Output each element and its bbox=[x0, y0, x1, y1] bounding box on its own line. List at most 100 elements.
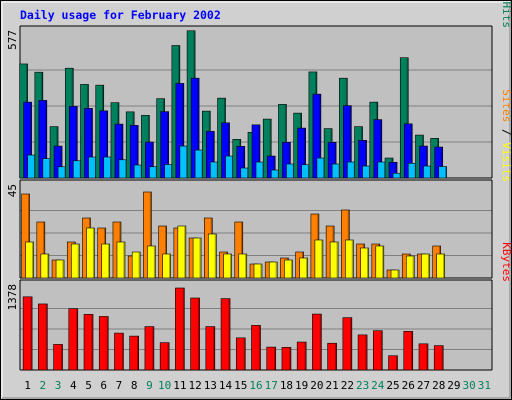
bar-kbytes-day-22-body bbox=[342, 317, 353, 371]
bar-kbytes-day-4-shade bbox=[76, 309, 78, 370]
bar-visits-day-18 bbox=[284, 259, 293, 279]
bar-visits-day-24-shade bbox=[382, 246, 384, 278]
legend-hits: Hits bbox=[500, 2, 512, 29]
bar-sites-day-9-shade bbox=[149, 192, 152, 278]
bar-kbytes-day-18 bbox=[281, 347, 292, 371]
bar-visits-day-17-body bbox=[268, 261, 278, 279]
day-label-23: 23 bbox=[356, 379, 369, 392]
bar-files-day-21-shade bbox=[334, 142, 336, 178]
bar-visits-day-22 bbox=[345, 239, 354, 279]
bar-visits-day-3-body bbox=[55, 259, 65, 279]
bar-kbytes-day-26 bbox=[403, 331, 414, 371]
bar-kbytes-day-6 bbox=[98, 316, 109, 371]
bar-visits-day-25-body bbox=[390, 269, 400, 279]
bar-kbytes-day-28-shade bbox=[441, 346, 443, 370]
day-label-7: 7 bbox=[116, 379, 123, 392]
bar-kbytes-day-13-body bbox=[205, 326, 216, 371]
bar-pages-day-18 bbox=[286, 163, 295, 179]
bar-kbytes-day-16-shade bbox=[258, 325, 261, 370]
bar-files-day-24-shade bbox=[380, 120, 382, 178]
bar-kbytes-day-9 bbox=[144, 326, 155, 371]
bar-pages-day-25 bbox=[392, 172, 402, 179]
bar-visits-day-19-body bbox=[299, 257, 308, 279]
bar-visits-day-19 bbox=[299, 257, 308, 279]
bar-kbytes-day-19 bbox=[296, 341, 307, 371]
chart-title: Daily usage for February 2002 bbox=[20, 8, 221, 22]
day-label-9: 9 bbox=[146, 379, 153, 392]
bar-visits-day-9 bbox=[147, 245, 156, 279]
bar-kbytes-day-9-body bbox=[144, 326, 155, 371]
bar-pages-day-28 bbox=[438, 166, 448, 179]
bar-kbytes-day-2 bbox=[38, 303, 48, 371]
bar-kbytes-day-11-body bbox=[175, 287, 185, 371]
bar-kbytes-day-18-shade bbox=[289, 347, 291, 370]
bar-kbytes-day-23-shade bbox=[365, 335, 367, 370]
bar-pages-day-17 bbox=[270, 169, 280, 179]
bar-visits-day-5 bbox=[86, 227, 95, 279]
bar-pages-day-27 bbox=[423, 165, 432, 179]
bar-visits-day-2-body bbox=[40, 253, 50, 279]
bar-pages-day-24 bbox=[377, 161, 387, 179]
bar-kbytes-day-5-body bbox=[83, 314, 94, 371]
bar-pages-day-3 bbox=[57, 166, 67, 179]
bar-visits-day-2-shade bbox=[47, 254, 49, 278]
bar-kbytes-day-8-shade bbox=[137, 336, 139, 370]
bar-visits-day-12-shade bbox=[199, 238, 201, 278]
bar-visits-day-25 bbox=[390, 269, 400, 279]
bar-pages-day-14 bbox=[225, 155, 234, 179]
bar-visits-day-11-body bbox=[177, 225, 187, 279]
max-value-label: 577 bbox=[6, 30, 19, 50]
bar-kbytes-day-10-shade bbox=[167, 343, 169, 370]
bar-kbytes-day-6-body bbox=[98, 316, 109, 371]
bar-visits-day-22-shade bbox=[351, 240, 354, 278]
bar-visits-day-17 bbox=[268, 261, 278, 279]
bar-visits-day-6-shade bbox=[108, 244, 110, 278]
bar-visits-day-13-body bbox=[208, 233, 217, 279]
day-label-10: 10 bbox=[158, 379, 171, 392]
bar-visits-day-18-body bbox=[284, 259, 293, 279]
bar-kbytes-day-1-body bbox=[22, 296, 33, 371]
bar-pages-day-16 bbox=[255, 161, 265, 179]
bar-kbytes-day-25-shade bbox=[395, 356, 398, 370]
day-label-2: 2 bbox=[40, 379, 47, 392]
bar-kbytes-day-7 bbox=[114, 332, 124, 371]
bar-kbytes-day-24-shade bbox=[380, 331, 383, 370]
panel-legend: Pages / Files / Hits bbox=[500, 0, 512, 28]
bar-kbytes-day-8 bbox=[129, 335, 139, 371]
bar-visits-day-27-shade bbox=[427, 254, 430, 278]
bar-kbytes-day-25-body bbox=[388, 355, 398, 371]
bar-kbytes-day-7-body bbox=[114, 332, 124, 371]
bar-kbytes-day-15 bbox=[235, 337, 246, 371]
legend-kbytes: KBytes bbox=[500, 242, 512, 282]
bar-pages-day-28-body bbox=[438, 166, 448, 179]
bar-visits-day-1-body bbox=[25, 241, 34, 279]
bar-files-day-16-shade bbox=[258, 125, 260, 178]
bar-visits-day-1 bbox=[25, 241, 34, 279]
bar-kbytes-day-14 bbox=[220, 298, 231, 371]
bar-kbytes-day-24-body bbox=[373, 330, 383, 371]
bar-visits-day-2 bbox=[40, 253, 50, 279]
bar-pages-day-21 bbox=[331, 163, 341, 179]
bar-files-day-1-shade bbox=[30, 102, 32, 178]
bar-visits-day-21-shade bbox=[336, 242, 338, 278]
bar-visits-day-23-body bbox=[360, 247, 369, 279]
bar-visits-day-26-body bbox=[405, 255, 415, 279]
bar-kbytes-day-10-body bbox=[159, 342, 170, 371]
bar-kbytes-day-4 bbox=[68, 308, 79, 371]
bar-kbytes-day-14-body bbox=[220, 298, 231, 371]
bar-visits-day-21 bbox=[329, 241, 339, 279]
bar-files-day-15-shade bbox=[243, 146, 245, 178]
panel-legend: Sites / Visits bbox=[500, 89, 512, 182]
bar-visits-day-21-body bbox=[329, 241, 339, 279]
bar-kbytes-day-12 bbox=[190, 297, 200, 371]
bar-kbytes-day-8-body bbox=[129, 335, 139, 371]
bar-files-day-20-shade bbox=[319, 94, 321, 178]
bar-kbytes-day-3-body bbox=[53, 344, 63, 371]
max-value-label: 1378 bbox=[6, 284, 19, 311]
bar-files-day-11-shade bbox=[182, 83, 184, 178]
day-label-14: 14 bbox=[219, 379, 233, 392]
bar-files-day-22-shade bbox=[349, 106, 352, 178]
day-label-15: 15 bbox=[234, 379, 247, 392]
